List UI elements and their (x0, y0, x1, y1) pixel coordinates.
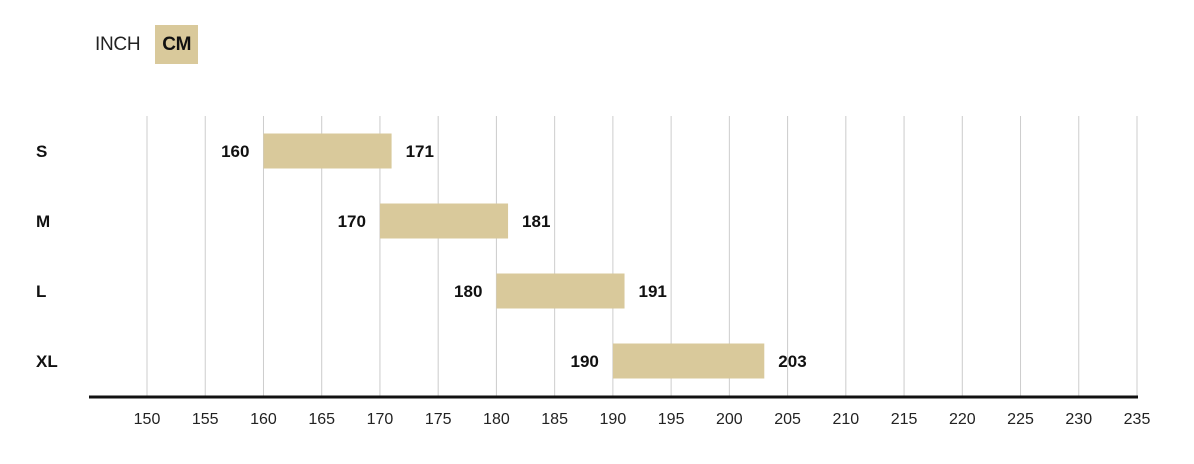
range-bar (612, 343, 765, 379)
x-tick-label: 220 (949, 411, 976, 428)
x-tick-label: 150 (134, 411, 161, 428)
x-tick-label: 175 (425, 411, 452, 428)
unit-toggle: INCH CM (88, 25, 199, 64)
x-tick-label: 170 (367, 411, 394, 428)
x-tick-label: 230 (1065, 411, 1092, 428)
x-tick-label: 165 (308, 411, 335, 428)
x-tick-label: 160 (250, 411, 277, 428)
x-tick-label: 225 (1007, 411, 1034, 428)
x-tick-label: 180 (483, 411, 510, 428)
unit-inch-button[interactable]: INCH (95, 34, 141, 55)
range-bar (263, 133, 392, 169)
range-bar (496, 273, 625, 309)
x-tick-label: 185 (541, 411, 568, 428)
x-tick-label: 195 (658, 411, 685, 428)
x-tick-label: 155 (192, 411, 219, 428)
x-tick-label: 215 (891, 411, 918, 428)
range-max-label: 181 (522, 212, 550, 231)
x-tick-label: 190 (600, 411, 627, 428)
size-label: XL (36, 352, 58, 371)
size-label: L (36, 282, 46, 301)
unit-cm-button[interactable]: CM (155, 25, 199, 64)
range-min-label: 160 (221, 142, 249, 161)
range-max-label: 203 (778, 352, 806, 371)
range-min-label: 180 (454, 282, 482, 301)
x-tick-label: 210 (832, 411, 859, 428)
range-bar (379, 203, 509, 239)
x-tick-label: 235 (1124, 411, 1151, 428)
range-max-label: 191 (639, 282, 667, 301)
x-tick-label: 200 (716, 411, 743, 428)
x-tick-label: 205 (774, 411, 801, 428)
range-min-label: 190 (571, 352, 599, 371)
range-max-label: 171 (406, 142, 434, 161)
size-label: M (36, 212, 50, 231)
size-label: S (36, 142, 47, 161)
range-min-label: 170 (338, 212, 366, 231)
